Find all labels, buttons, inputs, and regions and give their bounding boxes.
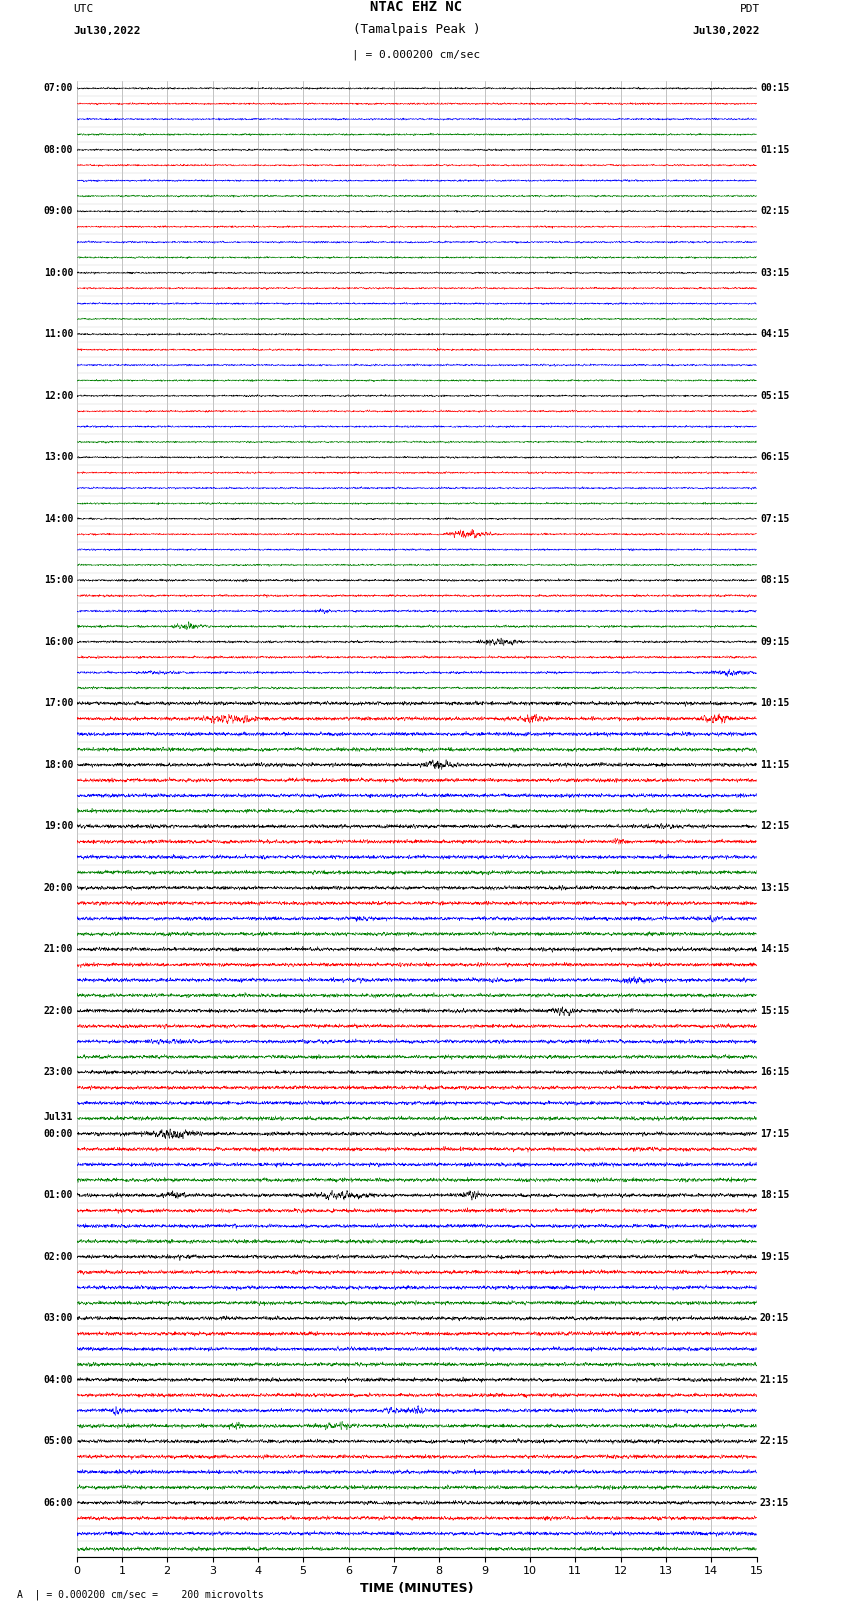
Text: 23:00: 23:00 (43, 1068, 73, 1077)
Text: Jul30,2022: Jul30,2022 (693, 26, 760, 37)
Text: 11:00: 11:00 (43, 329, 73, 339)
Text: | = 0.000200 cm/sec: | = 0.000200 cm/sec (353, 50, 480, 60)
Text: 01:00: 01:00 (43, 1190, 73, 1200)
Text: 10:15: 10:15 (760, 698, 790, 708)
Text: 05:00: 05:00 (43, 1436, 73, 1447)
Text: 13:15: 13:15 (760, 882, 790, 892)
Text: 03:15: 03:15 (760, 268, 790, 277)
Text: 16:00: 16:00 (43, 637, 73, 647)
Text: Jul30,2022: Jul30,2022 (73, 26, 140, 37)
Text: 08:15: 08:15 (760, 576, 790, 586)
Text: 21:00: 21:00 (43, 944, 73, 955)
Text: 14:00: 14:00 (43, 515, 73, 524)
Text: 02:15: 02:15 (760, 206, 790, 216)
Text: 12:15: 12:15 (760, 821, 790, 831)
Text: 19:00: 19:00 (43, 821, 73, 831)
Text: 15:15: 15:15 (760, 1007, 790, 1016)
Text: 09:00: 09:00 (43, 206, 73, 216)
Text: 01:15: 01:15 (760, 145, 790, 155)
Text: 09:15: 09:15 (760, 637, 790, 647)
Text: 18:15: 18:15 (760, 1190, 790, 1200)
Text: 08:00: 08:00 (43, 145, 73, 155)
Text: 07:00: 07:00 (43, 84, 73, 94)
Text: 06:15: 06:15 (760, 452, 790, 463)
Text: 20:15: 20:15 (760, 1313, 790, 1323)
Text: 06:00: 06:00 (43, 1498, 73, 1508)
Text: PDT: PDT (740, 5, 760, 15)
Text: Jul31: Jul31 (43, 1111, 73, 1123)
Text: 19:15: 19:15 (760, 1252, 790, 1261)
Text: 20:00: 20:00 (43, 882, 73, 892)
Text: 04:15: 04:15 (760, 329, 790, 339)
Text: 17:00: 17:00 (43, 698, 73, 708)
Text: 07:15: 07:15 (760, 515, 790, 524)
Text: 18:00: 18:00 (43, 760, 73, 769)
Text: A  | = 0.000200 cm/sec =    200 microvolts: A | = 0.000200 cm/sec = 200 microvolts (17, 1589, 264, 1600)
Text: 04:00: 04:00 (43, 1374, 73, 1384)
Text: 16:15: 16:15 (760, 1068, 790, 1077)
Text: 02:00: 02:00 (43, 1252, 73, 1261)
Text: 00:00: 00:00 (43, 1129, 73, 1139)
Text: 17:15: 17:15 (760, 1129, 790, 1139)
Text: 14:15: 14:15 (760, 944, 790, 955)
Text: 10:00: 10:00 (43, 268, 73, 277)
Text: 05:15: 05:15 (760, 390, 790, 400)
Text: 22:00: 22:00 (43, 1007, 73, 1016)
Text: 00:15: 00:15 (760, 84, 790, 94)
Text: 22:15: 22:15 (760, 1436, 790, 1447)
Text: 15:00: 15:00 (43, 576, 73, 586)
X-axis label: TIME (MINUTES): TIME (MINUTES) (360, 1582, 473, 1595)
Text: 03:00: 03:00 (43, 1313, 73, 1323)
Text: 21:15: 21:15 (760, 1374, 790, 1384)
Text: 23:15: 23:15 (760, 1498, 790, 1508)
Text: 12:00: 12:00 (43, 390, 73, 400)
Text: 13:00: 13:00 (43, 452, 73, 463)
Text: (Tamalpais Peak ): (Tamalpais Peak ) (353, 23, 480, 37)
Text: UTC: UTC (73, 5, 94, 15)
Text: 11:15: 11:15 (760, 760, 790, 769)
Text: NTAC EHZ NC: NTAC EHZ NC (371, 0, 462, 15)
